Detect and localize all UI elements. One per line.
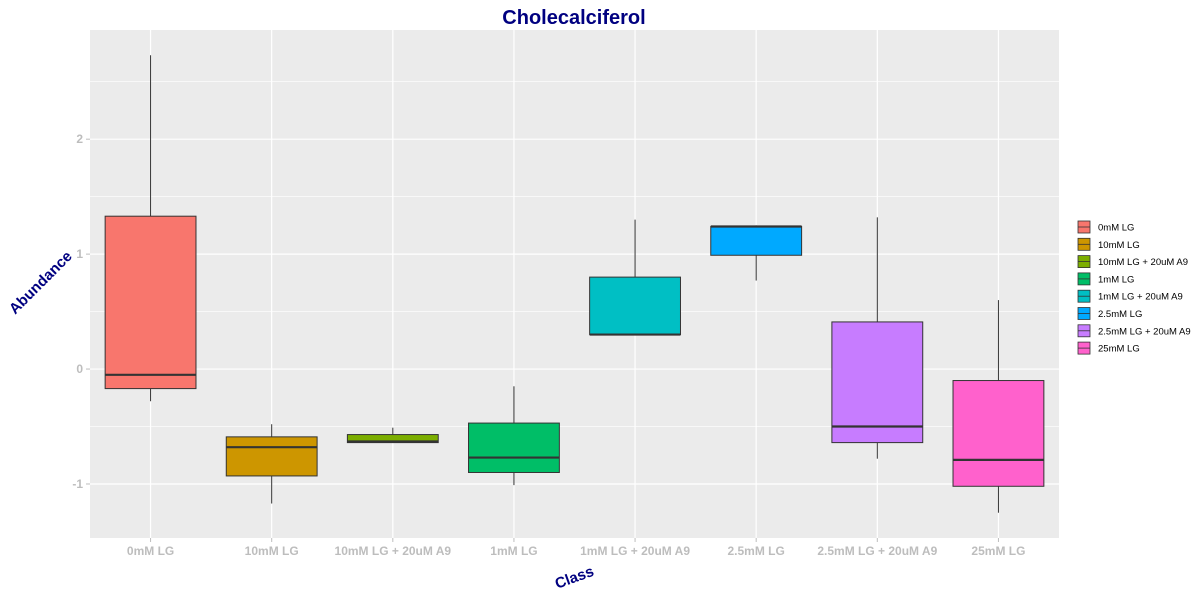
boxes	[104, 55, 1045, 513]
legend-label: 10mM LG	[1098, 240, 1140, 251]
legend-label: 2.5mM LG + 20uM A9	[1098, 326, 1191, 337]
x-tick-label: 0mM LG	[127, 544, 174, 558]
box	[104, 215, 197, 390]
legend-label: 1mM LG + 20uM A9	[1098, 292, 1183, 303]
legend-label: 2.5mM LG	[1098, 309, 1142, 320]
x-tick-label: 2.5mM LG	[728, 544, 785, 558]
y-tick-label: 1	[76, 247, 83, 261]
box	[710, 226, 803, 256]
x-tick-label: 2.5mM LG + 20uM A9	[817, 544, 937, 558]
x-axis-title: Class	[553, 563, 596, 593]
x-tick-label: 1mM LG + 20uM A9	[580, 544, 690, 558]
chart-title: Cholecalciferol	[502, 7, 645, 29]
legend: 0mM LG 10mM LG 10mM LG + 20uM A9 1mM LG 1mM …	[1077, 220, 1191, 355]
x-tick-label: 25mM LG	[971, 544, 1025, 558]
box	[468, 422, 560, 473]
x-axis: 0mM LG 10mM LG 10mM LG + 20uM A9 1mM LG 1mM …	[127, 538, 1025, 558]
x-tick-label: 10mM LG	[245, 544, 299, 558]
box	[225, 436, 318, 477]
y-tick-label: -1	[72, 477, 83, 491]
legend-label: 10mM LG + 20uM A9	[1098, 257, 1188, 268]
legend-label: 0mM LG	[1098, 223, 1134, 234]
x-tick-label: 1mM LG	[490, 544, 537, 558]
x-tick-label: 10mM LG + 20uM A9	[335, 544, 452, 558]
box	[952, 380, 1045, 487]
box	[346, 434, 439, 444]
legend-label: 1mM LG	[1098, 274, 1134, 285]
legend-label: 25mM LG	[1098, 344, 1140, 355]
y-tick-label: 0	[76, 362, 83, 376]
y-axis-title: Abundance	[6, 248, 76, 318]
y-tick-label: 2	[76, 132, 83, 146]
box	[589, 276, 681, 336]
y-axis: -1 0 1 2	[72, 132, 90, 491]
box	[831, 321, 924, 444]
